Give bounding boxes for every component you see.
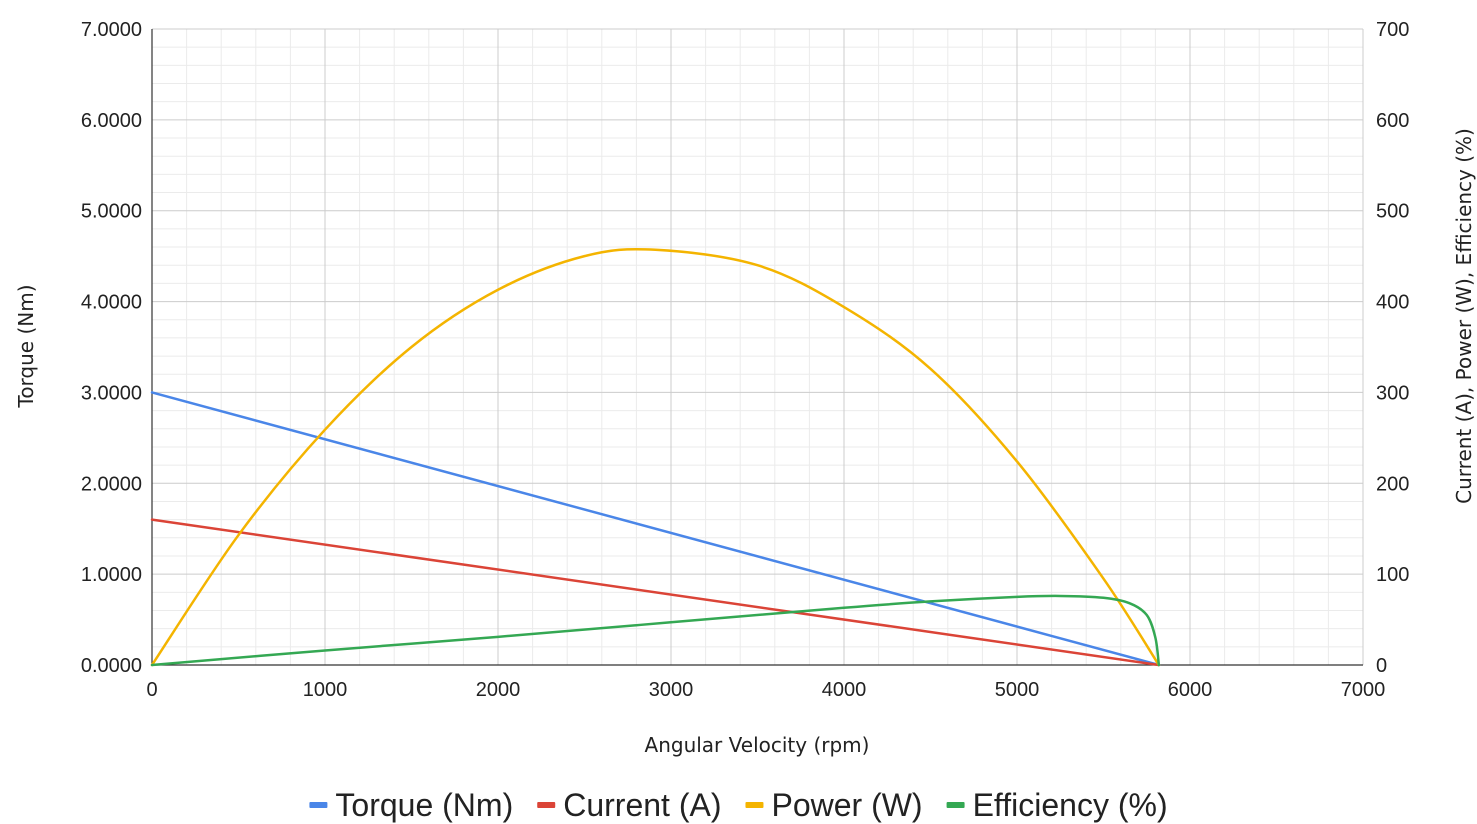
legend-label-efficiency: Efficiency (%) — [973, 787, 1168, 823]
legend-label-power-w: Power (W) — [771, 787, 922, 823]
right-y-tick-label: 200 — [1376, 473, 1409, 495]
x-axis-tick-labels: 0 1000 2000 3000 4000 5000 6000 7000 — [146, 679, 1385, 701]
x-tick-label: 3000 — [649, 679, 694, 701]
series-line-power-w — [150, 247, 1161, 667]
right-y-tick-label: 0 — [1376, 655, 1387, 677]
legend-swatch-efficiency — [946, 802, 965, 808]
legend-swatch-current-a — [537, 802, 556, 808]
x-axis-title: Angular Velocity (rpm) — [645, 733, 870, 757]
x-tick-label: 5000 — [995, 679, 1040, 701]
legend-swatch-power-w — [745, 802, 764, 808]
right-y-tick-label: 100 — [1376, 564, 1409, 586]
x-tick-label: 7000 — [1341, 679, 1386, 701]
x-tick-label: 2000 — [476, 679, 521, 701]
right-y-tick-label: 400 — [1376, 292, 1409, 314]
legend-swatch-torque-nm — [309, 802, 328, 808]
right-y-tick-label: 600 — [1376, 110, 1409, 132]
major-gridlines — [152, 28, 1364, 665]
left-y-tick-label: 2.0000 — [81, 473, 142, 495]
left-y-tick-label: 5.0000 — [81, 201, 142, 223]
minor-gridlines — [152, 29, 1363, 665]
left-y-tick-label: 1.0000 — [81, 564, 142, 586]
x-tick-label: 4000 — [822, 679, 867, 701]
right-y-tick-label: 300 — [1376, 382, 1409, 404]
right-y-axis-tick-labels: 0 100 200 300 400 500 600 700 — [1376, 19, 1409, 677]
series-line-efficiency — [150, 594, 1161, 667]
x-tick-label: 6000 — [1168, 679, 1213, 701]
right-y-tick-label: 500 — [1376, 201, 1409, 223]
x-tick-label: 0 — [146, 679, 157, 701]
x-tick-label: 1000 — [303, 679, 348, 701]
axes — [151, 29, 1363, 666]
left-y-tick-label: 4.0000 — [81, 292, 142, 314]
left-y-tick-label: 3.0000 — [81, 382, 142, 404]
left-y-tick-label: 0.0000 — [81, 655, 142, 677]
legend-label-torque-nm: Torque (Nm) — [335, 787, 513, 823]
left-y-axis-tick-labels: 0.0000 1.0000 2.0000 3.0000 4.0000 5.0000 6.00… — [81, 19, 142, 677]
left-y-tick-label: 7.0000 — [81, 19, 142, 41]
series-line-torque-nm — [150, 391, 1161, 667]
legend-label-current-a: Current (A) — [563, 787, 721, 823]
left-y-tick-label: 6.0000 — [81, 110, 142, 132]
series-lines — [150, 247, 1161, 667]
legend: Torque (Nm) Current (A) Power (W) Efficienc… — [309, 787, 1168, 823]
series-line-current-a — [150, 518, 1161, 667]
right-y-tick-label: 700 — [1376, 19, 1409, 41]
left-y-axis-title: Torque (Nm) — [14, 284, 38, 408]
right-y-axis-title: Current (A), Power (W), Efficiency (%) — [1452, 128, 1476, 504]
